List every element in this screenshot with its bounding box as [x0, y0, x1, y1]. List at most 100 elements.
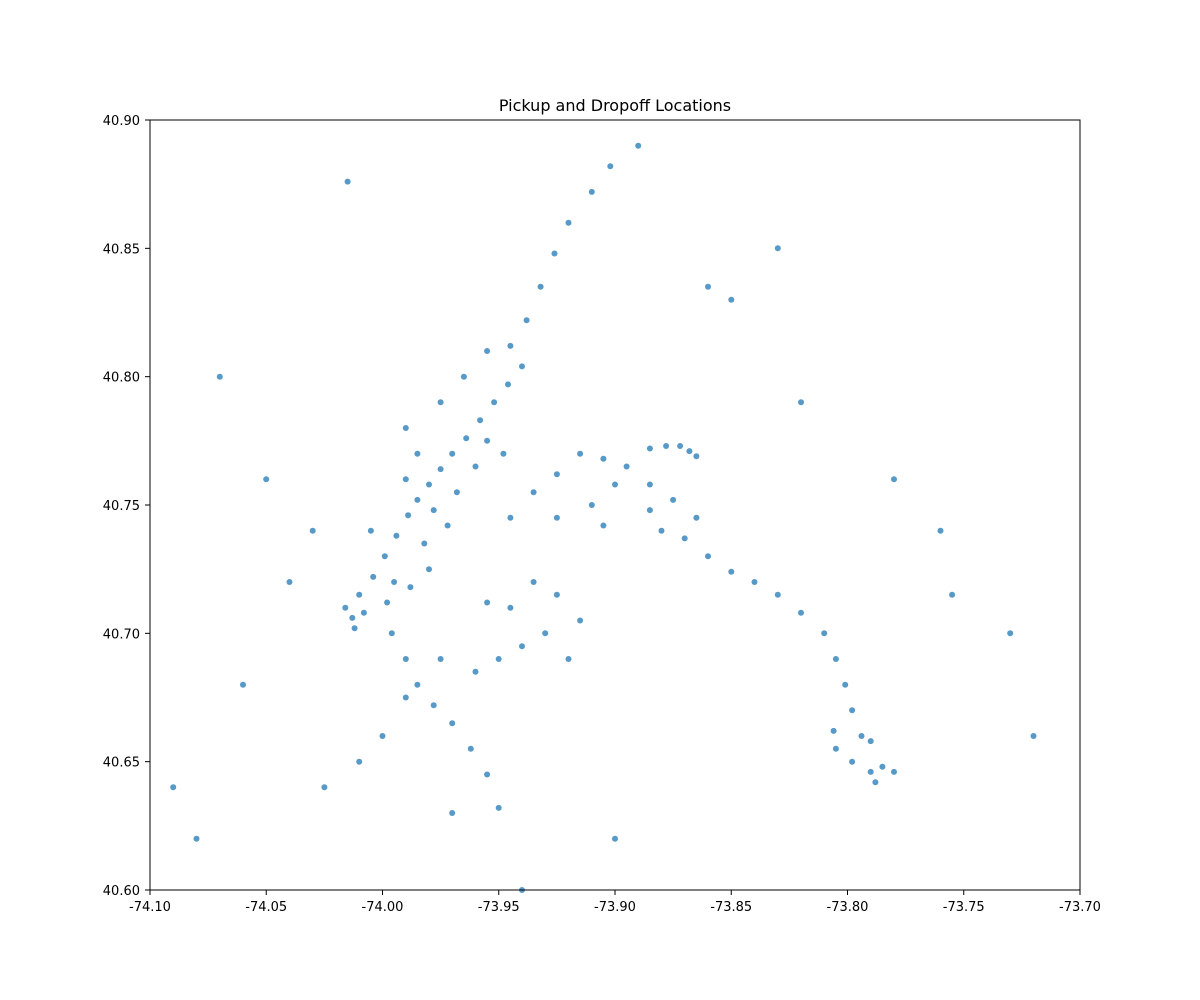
data-point: [879, 763, 886, 770]
data-point: [342, 604, 349, 611]
data-point: [384, 599, 391, 606]
data-point: [402, 476, 409, 483]
data-point: [453, 489, 460, 496]
y-tick-label: 40.80: [103, 371, 140, 386]
data-point: [646, 481, 653, 488]
data-point: [612, 481, 618, 488]
data-point: [426, 566, 432, 573]
x-tick-label: -74.05: [245, 900, 287, 915]
data-point: [519, 643, 525, 650]
data-point: [414, 450, 421, 457]
data-point: [530, 579, 537, 585]
data-point: [658, 527, 665, 534]
data-point: [460, 373, 467, 380]
data-point: [607, 163, 614, 170]
data-point: [402, 425, 409, 431]
data-point: [437, 656, 444, 662]
data-point: [407, 584, 414, 591]
data-point: [351, 625, 358, 632]
data-point: [430, 507, 437, 514]
data-point: [391, 579, 398, 585]
data-point: [309, 527, 316, 534]
data-point: [421, 540, 428, 547]
data-point: [686, 448, 693, 455]
data-point: [949, 591, 956, 598]
data-point: [444, 522, 451, 529]
data-point: [867, 738, 874, 745]
data-point: [751, 579, 758, 585]
data-point: [565, 219, 572, 226]
data-point: [681, 535, 688, 542]
data-point: [263, 476, 270, 483]
data-point: [477, 417, 484, 424]
data-point: [774, 591, 781, 598]
y-tick-label: 40.90: [103, 114, 140, 129]
data-point: [663, 443, 670, 449]
data-point: [646, 445, 653, 452]
data-point: [937, 527, 944, 534]
data-point: [393, 532, 400, 539]
data-point: [484, 437, 491, 444]
y-tick-label: 40.60: [103, 884, 140, 899]
data-point: [858, 733, 865, 739]
data-point: [170, 784, 177, 791]
data-point: [693, 514, 700, 521]
data-point: [495, 804, 502, 811]
data-point: [623, 463, 630, 470]
data-point: [507, 342, 514, 349]
data-point: [507, 514, 514, 521]
x-tick-label: -74.00: [362, 900, 404, 915]
data-point: [553, 591, 560, 598]
data-point: [798, 609, 804, 616]
data-point: [381, 553, 388, 560]
data-point: [193, 835, 200, 842]
data-point: [356, 758, 363, 765]
x-tick-label: -73.80: [827, 900, 869, 915]
data-point: [693, 453, 700, 460]
data-point: [414, 681, 421, 688]
data-point: [360, 609, 367, 616]
data-point: [832, 656, 839, 662]
data-point: [472, 463, 479, 470]
data-point: [379, 733, 386, 739]
data-point: [565, 656, 572, 662]
y-tick-label: 40.75: [103, 499, 140, 514]
data-point: [537, 283, 544, 290]
data-point: [867, 768, 874, 775]
data-point: [437, 466, 444, 473]
data-point: [367, 527, 374, 534]
data-point: [500, 450, 507, 457]
data-point: [519, 363, 525, 370]
data-point: [821, 630, 828, 637]
data-point: [832, 745, 839, 752]
data-point: [872, 779, 879, 786]
y-tick-label: 40.70: [103, 627, 140, 642]
data-point: [891, 476, 897, 483]
data-point: [553, 514, 560, 521]
data-point: [356, 591, 363, 598]
data-point: [553, 471, 560, 478]
data-point: [449, 450, 456, 457]
data-point: [449, 810, 456, 816]
data-point: [600, 455, 607, 462]
data-point: [240, 681, 246, 688]
data-point: [414, 496, 421, 503]
data-point: [551, 250, 558, 257]
data-point: [523, 317, 530, 324]
data-point: [491, 399, 498, 406]
data-point: [286, 579, 293, 585]
data-point: [484, 599, 491, 606]
data-point: [646, 507, 653, 514]
data-point: [344, 178, 351, 185]
data-point: [321, 784, 328, 791]
data-point: [530, 489, 537, 496]
data-point: [507, 604, 514, 611]
x-tick-label: -73.70: [1059, 900, 1101, 915]
data-point: [388, 630, 395, 637]
data-point: [449, 720, 456, 727]
data-point: [467, 745, 474, 752]
data-point: [677, 443, 684, 449]
y-tick-label: 40.65: [103, 756, 140, 771]
data-point: [774, 245, 781, 252]
